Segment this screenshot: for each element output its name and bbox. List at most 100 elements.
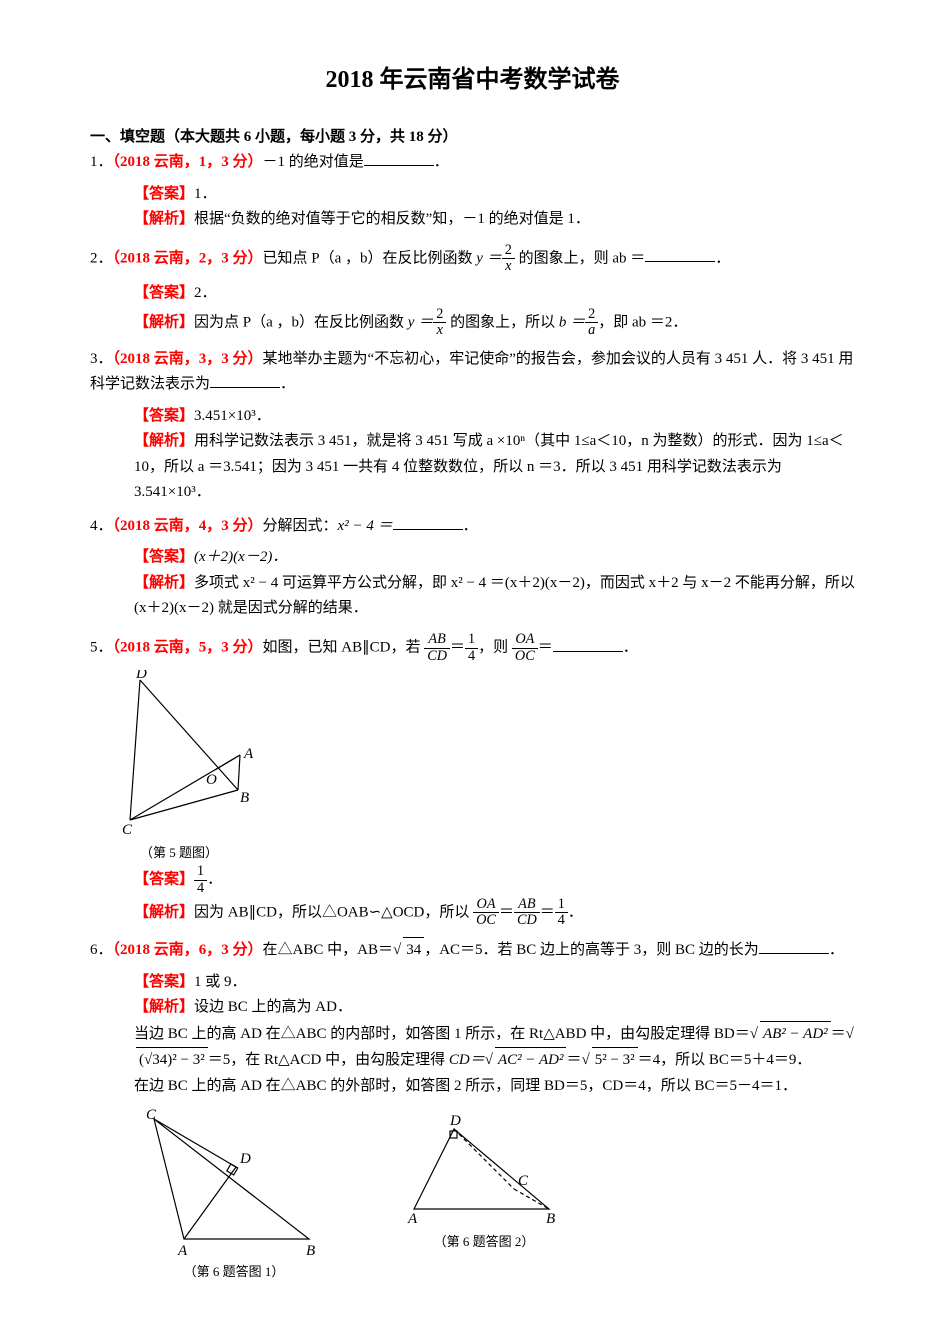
q6-exp-l1: 设边 BC 上的高为 AD．: [194, 999, 352, 1015]
q5-eq2: ＝: [538, 640, 553, 656]
q5-f3d: OC: [512, 649, 538, 665]
q2-frac1-num: 2: [502, 243, 515, 260]
q4-num: 4．: [90, 518, 113, 534]
q5-text-b: ，则: [478, 640, 512, 656]
q5-exp-a: 因为 AB∥CD，所以△OAB∽△OCD，所以: [194, 904, 473, 920]
q6-exp-l3: 在边 BC 上的高 AD 在△ABC 的外部时，如答图 2 所示，同理 BD＝5…: [134, 1078, 797, 1094]
q6-fig2: A B D C （第 6 题答图 2）: [394, 1109, 574, 1283]
q5-blank: [553, 636, 623, 652]
q6f2-C: C: [518, 1173, 529, 1189]
q6-sq3: AC² − AD²: [495, 1047, 567, 1074]
q3-exp-label: 【解析】: [134, 433, 194, 449]
q6-sq2: (√34)² − 3²: [136, 1047, 208, 1074]
q4-source: （2018 云南，4，3 分）: [113, 518, 263, 534]
q5-num: 5．: [90, 640, 113, 656]
q2-exp-row: 【解析】因为点 P（a ，b）在反比例函数 y ＝2x 的图象上，所以 b ＝2…: [90, 307, 855, 339]
q6-svg2: A B D C: [394, 1109, 574, 1229]
q5-f2d: 4: [465, 649, 478, 665]
q6f2-A: A: [407, 1211, 418, 1227]
q5-frac3: OAOC: [512, 632, 538, 664]
q5-ef2: ABCD: [514, 897, 540, 929]
q5-f3n: OA: [512, 632, 538, 649]
question-4: 4．（2018 云南，4，3 分）分解因式：x² − 4 ＝ ．: [90, 514, 855, 540]
q6-exp-label: 【解析】: [134, 999, 194, 1015]
q2-frac2: 2a: [585, 307, 598, 339]
q6-cdlhs: CD＝: [449, 1052, 485, 1068]
q5-ef1d: OC: [473, 913, 499, 929]
q1-answer-row: 【答案】1．: [90, 182, 855, 208]
q3-exp-row: 【解析】用科学记数法表示 3 451，就是将 3 451 写成 a ×10ⁿ（其…: [90, 429, 855, 506]
q6-sq2b: 3²: [193, 1052, 205, 1068]
q6f1-A: A: [177, 1243, 188, 1259]
q6-source: （2018 云南，6，3 分）: [113, 942, 263, 958]
q2-eq-b: b ＝: [559, 314, 585, 330]
q5-svg: D A O B C: [120, 670, 280, 840]
q6-exp-l2b: ，在 Rt△ACD 中，由勾股定理得: [230, 1052, 449, 1068]
q1-ans-label: 【答案】: [134, 186, 194, 202]
q5-ef3n: 1: [555, 897, 568, 914]
q2-frac1-den: x: [502, 259, 515, 275]
page-title: 2018 年云南省中考数学试卷: [90, 60, 855, 101]
q4-expr: x² − 4 ＝: [338, 518, 393, 534]
q5-eq: ＝: [450, 640, 465, 656]
question-1: 1．（2018 云南，1，3 分）－1 的绝对值是．: [90, 150, 855, 176]
q6-sq2res: ＝5: [208, 1052, 231, 1068]
q5-ef2d: CD: [514, 913, 540, 929]
q2-source: （2018 云南，2，3 分）: [113, 250, 263, 266]
q2-frac1b: 2x: [433, 307, 446, 339]
q6-cap1: （第 6 题答图 1）: [134, 1261, 334, 1283]
q5-ef2n: AB: [514, 897, 540, 914]
q2-text-b: 的图象上，则 ab ＝: [515, 250, 645, 266]
q6-text-b: ，AC＝5．若 BC 边上的高等于 3，则 BC 边的长为: [424, 942, 759, 958]
q2-frac2-num: 2: [585, 307, 598, 324]
q5-ef1: OAOC: [473, 897, 499, 929]
q4-tail: ．: [463, 518, 478, 534]
q6f2-B: B: [546, 1211, 555, 1227]
q2-ans-label: 【答案】: [134, 285, 194, 301]
q4-text-a: 分解因式：: [263, 518, 338, 534]
q5-f1n: AB: [424, 632, 450, 649]
q3-tail: ．: [280, 376, 295, 392]
q3-exp: 用科学记数法表示 3 451，就是将 3 451 写成 a ×10ⁿ（其中 1≤…: [134, 433, 844, 500]
q6-sq1: AB² − AD²: [760, 1021, 831, 1048]
q1-tail: ．: [434, 154, 449, 170]
q5-f2n: 1: [465, 632, 478, 649]
section-heading: 一、填空题（本大题共 6 小题，每小题 3 分，共 18 分）: [90, 125, 855, 151]
question-2: 2 ． （2018 云南，2，3 分）已知点 P（a ，b）在反比例函数 y ＝2x…: [90, 243, 855, 275]
q4-exp-row: 【解析】多项式 x² − 4 可运算平方公式分解，即 x² − 4 ＝(x＋2)…: [90, 571, 855, 622]
q6-cap2: （第 6 题答图 2）: [394, 1231, 574, 1253]
q6-sq2a: (√34)²: [139, 1052, 177, 1068]
q5-label-B: B: [240, 790, 249, 806]
q5-exp-label: 【解析】: [134, 904, 194, 920]
question-6: 6．（2018 云南，6，3 分）在△ABC 中，AB＝√34，AC＝5．若 B…: [90, 937, 855, 964]
q6-answer-row: 【答案】1 或 9．: [90, 970, 855, 996]
q6-sq3eq: ＝: [566, 1052, 581, 1068]
q2-exp-a: 因为点 P（a ，b）在反比例函数: [194, 314, 408, 330]
q6-figures: C D A B （第 6 题答图 1） A B D C （第 6 题答图 2）: [90, 1109, 855, 1283]
q6-sq1eq: ＝: [831, 1026, 846, 1042]
q5-ef3: 14: [555, 897, 568, 929]
radical-icon: √: [581, 1052, 589, 1068]
q6-svg1: C D A B: [134, 1109, 334, 1259]
q2-text-a: 已知点 P（a ，b）在反比例函数: [263, 250, 477, 266]
q5-caption: （第 5 题图）: [120, 842, 855, 864]
q4-ans-label: 【答案】: [134, 549, 194, 565]
q5-text-a: 如图，已知 AB∥CD，若: [263, 640, 425, 656]
q3-ans-label: 【答案】: [134, 408, 194, 424]
q5-eeq2: ＝: [540, 904, 555, 920]
q5-exp-b: ．: [568, 904, 583, 920]
q2-exp-c: ，即 ab ＝2．: [598, 314, 687, 330]
q3-source: （2018 云南，3，3 分）: [113, 351, 263, 367]
q6-sqrt: 34: [403, 937, 424, 964]
radical-icon: √: [750, 1026, 758, 1042]
q1-source: （2018 云南，1，3 分）: [113, 154, 263, 170]
q5-source: （2018 云南，5，3 分）: [113, 640, 263, 656]
q5-ansd: 4: [194, 881, 207, 897]
q2-eq1: y ＝: [476, 250, 501, 266]
q2-tail: ．: [715, 250, 730, 266]
q6-exp-2: 当边 BC 上的高 AD 在△ABC 的内部时，如答图 1 所示，在 Rt△AB…: [90, 1021, 855, 1074]
q2-frac1: 2x: [502, 243, 515, 275]
q5-answer-row: 【答案】14．: [90, 864, 855, 896]
q6-exp-3: 在边 BC 上的高 AD 在△ABC 的外部时，如答图 2 所示，同理 BD＝5…: [90, 1074, 855, 1100]
q2-exp-label: 【解析】: [134, 314, 194, 330]
